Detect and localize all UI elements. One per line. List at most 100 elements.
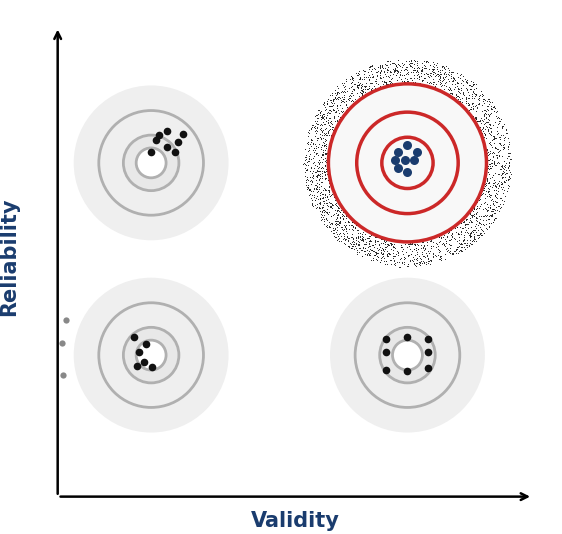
Point — [498, 122, 507, 130]
Point — [345, 213, 353, 222]
Point — [375, 257, 384, 266]
Point — [336, 216, 345, 225]
Point — [483, 146, 492, 155]
Point — [388, 234, 397, 243]
Point — [317, 115, 326, 123]
Point — [447, 99, 456, 108]
Point — [480, 112, 489, 121]
Point — [473, 191, 482, 200]
Point — [464, 109, 473, 118]
Point — [402, 65, 411, 73]
Point — [471, 199, 480, 208]
Point — [473, 188, 482, 197]
Point — [375, 257, 384, 266]
Point — [334, 196, 343, 205]
Point — [316, 178, 325, 186]
Point — [474, 116, 483, 125]
Point — [467, 217, 476, 226]
Point — [496, 135, 505, 143]
Point — [327, 212, 336, 221]
Point — [320, 208, 329, 216]
Point — [353, 226, 362, 234]
Point — [461, 97, 470, 105]
Point — [318, 168, 327, 177]
Point — [384, 240, 393, 249]
Point — [373, 249, 382, 257]
Point — [393, 76, 402, 84]
Point — [389, 257, 398, 265]
Point — [368, 73, 377, 81]
Point — [484, 214, 493, 223]
Point — [456, 84, 465, 93]
Point — [458, 242, 467, 251]
Point — [364, 74, 373, 83]
Point — [441, 68, 450, 77]
Point — [474, 203, 483, 212]
Point — [496, 145, 505, 154]
Point — [309, 167, 318, 175]
Point — [477, 169, 486, 177]
Point — [428, 65, 437, 73]
Point — [307, 195, 316, 204]
Point — [475, 229, 484, 238]
Point — [337, 116, 346, 125]
Point — [469, 195, 478, 204]
Point — [333, 226, 342, 234]
Point — [454, 230, 463, 239]
Point — [380, 88, 389, 97]
Point — [487, 191, 496, 199]
Point — [347, 79, 356, 88]
Point — [451, 235, 460, 244]
Point — [404, 60, 413, 68]
Point — [383, 250, 392, 258]
Point — [399, 77, 408, 85]
Point — [474, 231, 483, 239]
Point — [500, 140, 509, 148]
Point — [481, 134, 490, 143]
Point — [338, 215, 347, 224]
Point — [409, 56, 418, 64]
Point — [456, 218, 465, 227]
Point — [416, 72, 425, 80]
Point — [452, 245, 461, 254]
Point — [463, 239, 472, 247]
Point — [469, 89, 478, 98]
Point — [470, 226, 479, 234]
Point — [324, 218, 333, 226]
Point — [342, 224, 351, 232]
Point — [353, 81, 362, 90]
Point — [419, 244, 428, 252]
Point — [314, 134, 323, 143]
Point — [483, 187, 492, 196]
Point — [306, 167, 315, 176]
Point — [492, 198, 501, 207]
Point — [475, 96, 484, 104]
Point — [468, 211, 477, 219]
Point — [325, 223, 334, 231]
Point — [420, 56, 429, 65]
Point — [356, 246, 365, 254]
Point — [361, 244, 370, 252]
Point — [478, 132, 487, 141]
Point — [479, 170, 488, 179]
Point — [441, 78, 450, 87]
Point — [319, 120, 328, 129]
Point — [327, 131, 336, 139]
Point — [488, 151, 497, 160]
Point — [457, 104, 466, 112]
Point — [396, 80, 405, 88]
Point — [497, 180, 506, 189]
Point — [498, 189, 507, 198]
Point — [358, 85, 367, 93]
Point — [387, 83, 396, 91]
Point — [471, 130, 480, 139]
Point — [316, 203, 325, 212]
Point — [344, 96, 353, 104]
Point — [456, 243, 465, 252]
Point — [495, 204, 504, 213]
Point — [489, 176, 498, 184]
Point — [351, 69, 360, 78]
Point — [433, 72, 442, 81]
Point — [504, 152, 513, 160]
Point — [411, 241, 420, 249]
